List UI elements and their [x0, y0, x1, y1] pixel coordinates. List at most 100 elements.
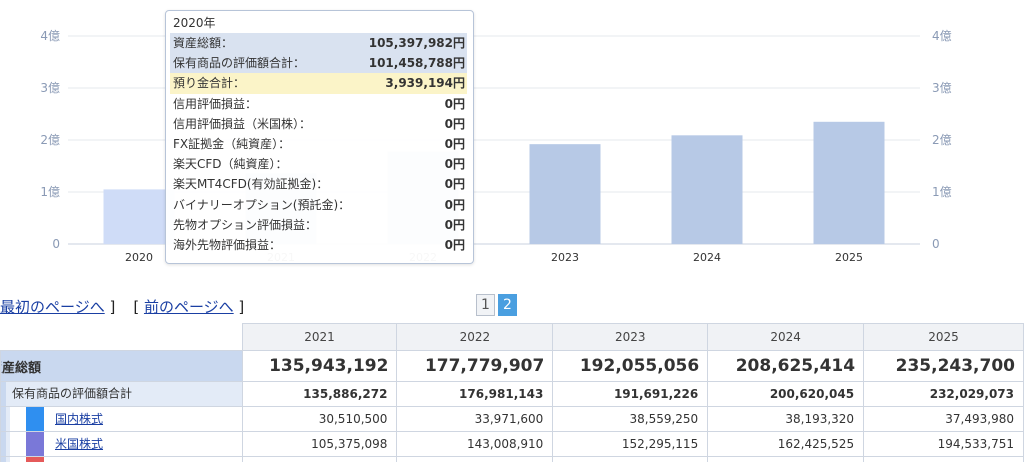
x-tick-label: 2025: [835, 251, 863, 264]
y-tick-label-right: 4億: [932, 29, 952, 43]
year-header: 2021: [241, 323, 398, 351]
y-tick-label-right: 0: [932, 237, 940, 251]
prev-page-link[interactable]: 前のページへ: [143, 298, 234, 316]
tooltip-row: 先物オプション評価損益： 0円: [170, 215, 467, 235]
color-swatch: [26, 457, 44, 462]
tooltip-row-label: 保有商品の評価額合計：: [173, 56, 306, 71]
tooltip-row-value: 0円: [444, 197, 465, 212]
tooltip-row: 信用評価損益（米国株）： 0円: [170, 114, 467, 134]
bar-2025[interactable]: [813, 121, 885, 244]
bracket: ]: [104, 298, 116, 316]
page-button-2[interactable]: 2: [498, 294, 517, 316]
total-assets-row: 資産総額 135,943,192 177,779,907 192,055,056…: [0, 350, 1024, 382]
tooltip-row: 楽天CFD（純資産）： 0円: [170, 154, 467, 174]
chart-tooltip: 2020年 資産総額： 105,397,982円保有商品の評価額合計： 101,45…: [165, 10, 474, 264]
total-assets-value: 235,243,700: [863, 350, 1024, 382]
page-number-list: 1 2: [476, 294, 517, 316]
total-assets-value: 177,779,907: [396, 350, 554, 382]
tooltip-row-value: 101,458,788円: [368, 56, 465, 71]
tooltip-row: 信用評価損益： 0円: [170, 94, 467, 114]
bracket: ]: [233, 298, 245, 316]
total-assets-value: 192,055,056: [552, 350, 709, 382]
y-tick-label-right: 2億: [932, 133, 952, 147]
tooltip-row-label: 楽天CFD（純資産）：: [173, 157, 288, 172]
total-assets-label: 資産総額: [0, 350, 243, 382]
table-row: 国内株式 30,510,500 33,971,600 38,559,250 38…: [0, 406, 1024, 432]
cell-value: [396, 456, 554, 462]
tooltip-row-value: 0円: [444, 136, 465, 151]
cell-value: 152,295,115: [552, 431, 709, 457]
tooltip-row-value: 105,397,982円: [368, 36, 465, 50]
tooltip-row-label: 海外先物評価損益：: [173, 237, 282, 252]
us-stock-link[interactable]: 米国株式: [55, 436, 104, 451]
cell-value: [863, 456, 1024, 462]
x-tick-label: 2023: [551, 251, 579, 264]
cell-value: [707, 456, 865, 462]
holdings-total-value: 135,886,272: [241, 381, 398, 407]
page-button-1[interactable]: 1: [476, 294, 495, 316]
cell-value: 194,533,751: [863, 431, 1024, 457]
cell-value: 30,510,500: [241, 406, 398, 432]
color-swatch: [26, 407, 44, 431]
domestic-stock-link[interactable]: 国内株式: [55, 411, 104, 426]
tooltip-row-label: 先物オプション評価損益：: [173, 217, 318, 232]
tooltip-row-value: 3,939,194円: [385, 76, 465, 91]
year-header: 2022: [396, 323, 554, 351]
holdings-total-value: 191,691,226: [552, 381, 709, 407]
domestic-stock-label: 国内株式: [0, 406, 243, 432]
tooltip-row-value: 0円: [444, 177, 465, 192]
tooltip-row-label: 資産総額：: [173, 36, 234, 50]
tooltip-row: バイナリーオプション(預託金)： 0円: [170, 195, 467, 215]
year-header: 2024: [707, 323, 865, 351]
tooltip-row-value: 0円: [444, 237, 465, 252]
holdings-total-value: 232,029,073: [863, 381, 1024, 407]
color-swatch: [26, 432, 44, 456]
y-tick-label-left: 2億: [40, 133, 60, 147]
tooltip-row-label: 信用評価損益（米国株）：: [173, 116, 312, 131]
cell-value: 38,193,320: [707, 406, 865, 432]
holdings-total-label: 保有商品の評価額合計: [0, 381, 243, 407]
tooltip-row-label: 楽天MT4CFD(有効証拠金)：: [173, 177, 329, 192]
tooltip-row-label: 信用評価損益：: [173, 96, 258, 111]
tooltip-row-value: 0円: [444, 116, 465, 131]
first-page-link[interactable]: 最初のページへ: [0, 298, 105, 316]
tooltip-row: 保有商品の評価額合計： 101,458,788円: [170, 53, 467, 74]
holdings-total-row: 保有商品の評価額合計 135,886,272 176,981,143 191,6…: [0, 381, 1024, 407]
tooltip-row-label: FX証拠金（純資産）：: [173, 136, 291, 151]
holdings-total-value: 200,620,045: [707, 381, 865, 407]
tooltip-row: FX証拠金（純資産）： 0円: [170, 134, 467, 154]
tooltip-row: 資産総額： 105,397,982円: [170, 33, 467, 54]
y-tick-label-left: 1億: [40, 185, 60, 199]
y-tick-label-left: 0: [52, 237, 60, 251]
bar-2024[interactable]: [671, 135, 743, 244]
cell-value: [241, 456, 398, 462]
table-header-row: 2021 2022 2023 2024 2025: [0, 323, 1024, 351]
bar-2023[interactable]: [529, 144, 601, 244]
tooltip-year: 2020年: [173, 16, 216, 30]
total-assets-value: 135,943,192: [241, 350, 398, 382]
tooltip-row-value: 0円: [444, 157, 465, 172]
header-blank: [0, 323, 243, 351]
year-header: 2025: [863, 323, 1024, 351]
asset-table: 2021 2022 2023 2024 2025 資産総額 135,943,19…: [0, 323, 1024, 462]
cell-value: 143,008,910: [396, 431, 554, 457]
x-tick-label: 2020: [125, 251, 153, 264]
cell-value: 105,375,098: [241, 431, 398, 457]
y-tick-label-right: 3億: [932, 81, 952, 95]
tooltip-row-label: バイナリーオプション(預託金)：: [173, 197, 351, 212]
x-tick-label: 2024: [693, 251, 721, 264]
tooltip-row-value: 0円: [444, 217, 465, 232]
next-item-label: [0, 456, 243, 462]
tooltip-row: 海外先物評価損益： 0円: [170, 235, 467, 255]
total-assets-value: 208,625,414: [707, 350, 865, 382]
cell-value: 37,493,980: [863, 406, 1024, 432]
cell-value: 38,559,250: [552, 406, 709, 432]
bar-2020[interactable]: [103, 189, 175, 244]
tooltip-row-label: 預り金合計：: [173, 76, 246, 91]
year-header: 2023: [552, 323, 709, 351]
cell-value: 162,425,525: [707, 431, 865, 457]
table-row: 米国株式 105,375,098 143,008,910 152,295,115…: [0, 431, 1024, 457]
tooltip-row: 預り金合計： 3,939,194円: [170, 73, 467, 94]
tooltip-row: 楽天MT4CFD(有効証拠金)： 0円: [170, 174, 467, 194]
